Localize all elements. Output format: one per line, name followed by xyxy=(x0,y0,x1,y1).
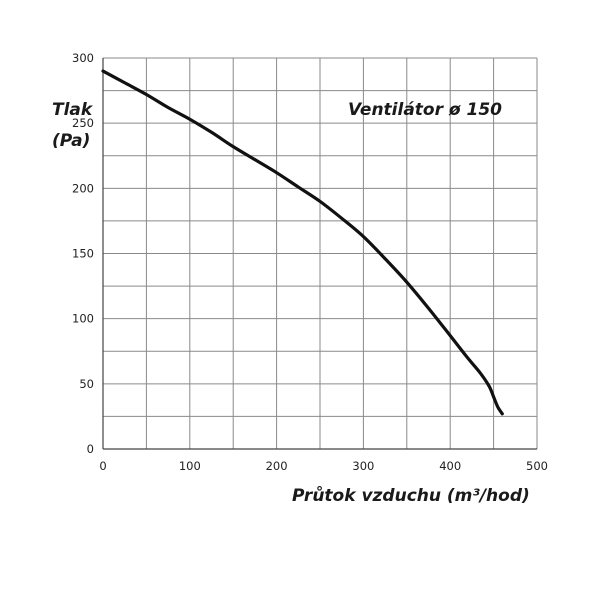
x-tick-label: 100 xyxy=(179,459,201,473)
y-tick-label: 200 xyxy=(72,181,94,195)
y-tick-label: 250 xyxy=(72,116,94,130)
y-axis-title-line1: Tlak xyxy=(52,100,94,120)
y-tick-label: 50 xyxy=(79,377,94,391)
y-tick-label: 150 xyxy=(72,247,94,261)
x-tick-label: 300 xyxy=(352,459,374,473)
series-line-fan-curve xyxy=(101,69,504,416)
series-layer xyxy=(101,69,504,416)
x-axis-title: Průtok vzduchu (m³/hod) xyxy=(292,485,530,506)
y-tick-label: 100 xyxy=(72,312,94,326)
x-tick-label: 500 xyxy=(526,459,548,473)
x-tick-label: 0 xyxy=(99,459,106,473)
y-tick-label: 0 xyxy=(87,442,94,456)
chart-title: Ventilátor ø 150 xyxy=(348,100,502,120)
x-tick-label: 200 xyxy=(266,459,288,473)
y-tick-label: 300 xyxy=(72,51,94,65)
x-tick-label: 400 xyxy=(439,459,461,473)
grid xyxy=(102,57,538,450)
y-axis-title-line2: (Pa) xyxy=(52,131,90,151)
tick-labels: 0 100 200 300 400 500 0 50 100 150 200 250 300 xyxy=(72,51,548,473)
